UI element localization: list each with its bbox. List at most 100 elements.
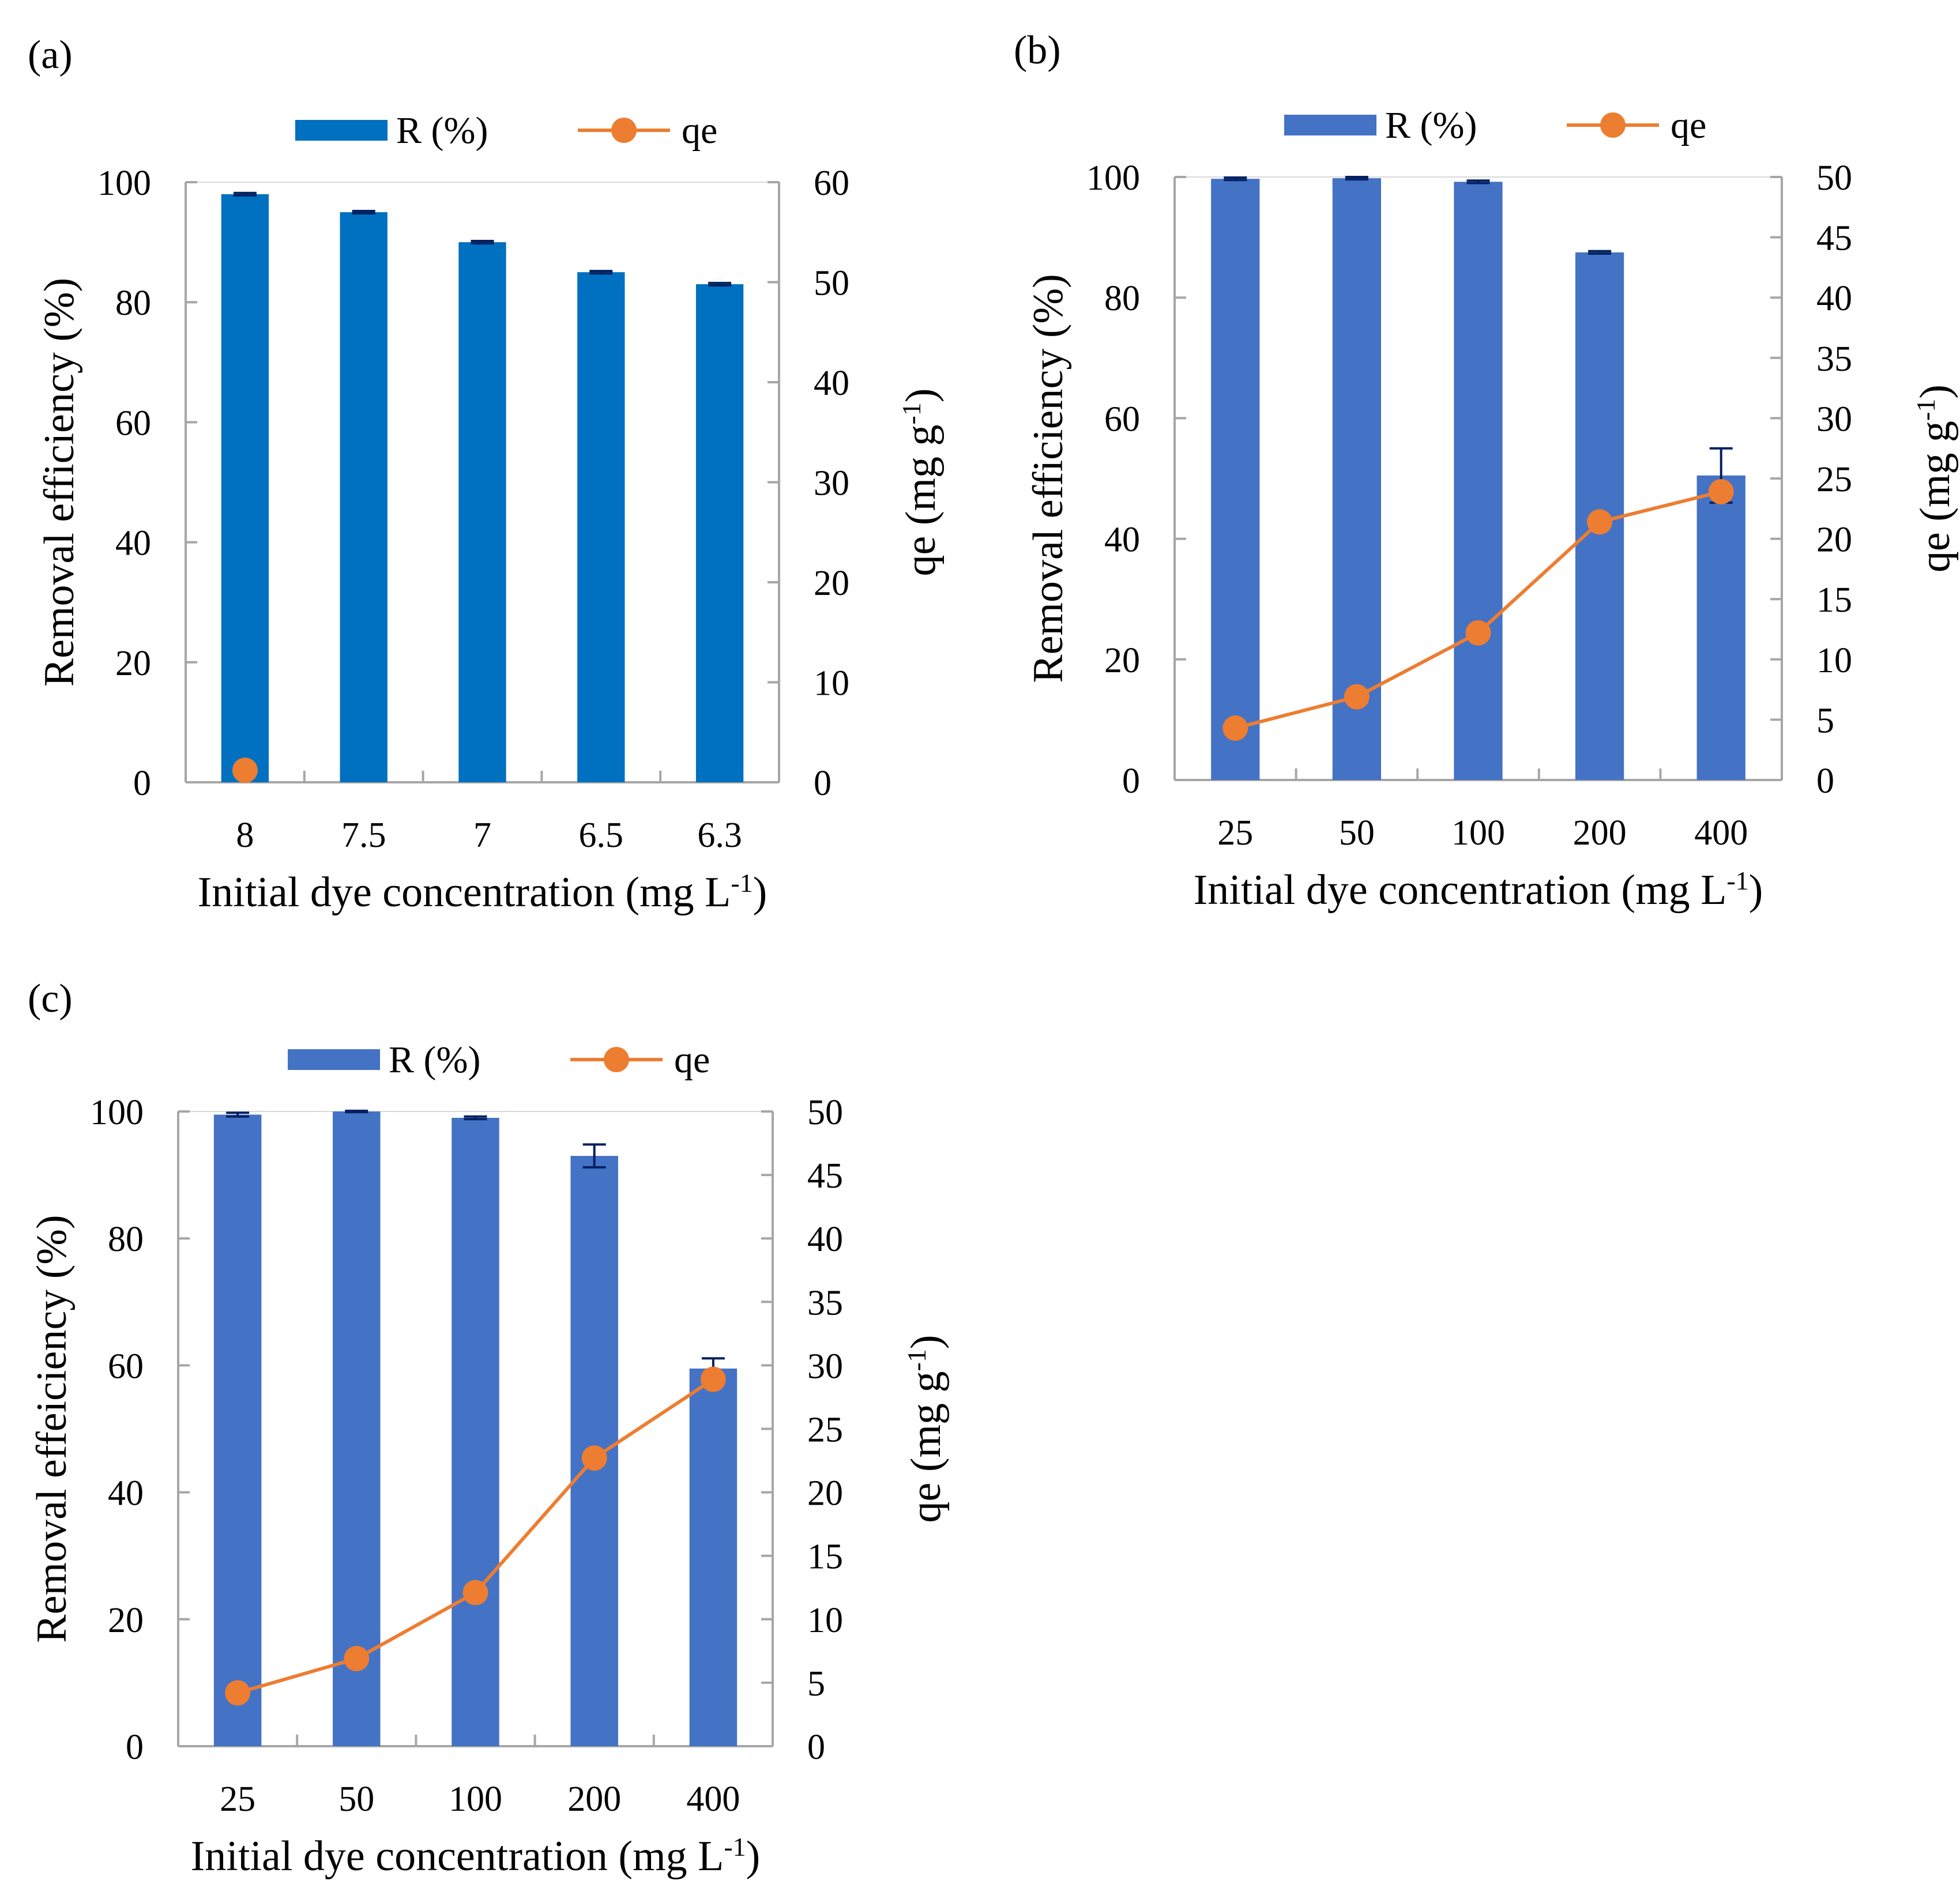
legend-bar-label: R (%) [396,110,488,152]
x-tick-label: 200 [567,1780,621,1819]
x-tick-label: 100 [1451,813,1505,853]
y2-tick-label: 50 [807,1093,843,1132]
bar [340,212,388,782]
y-tick-label: 60 [1104,400,1140,439]
x-axis-title: Initial dye concentration (mg L-1) [191,1832,761,1881]
y2-tick-label: 25 [807,1411,843,1450]
qe-point [232,758,258,783]
y-tick-label: 100 [90,1093,144,1132]
qe-point [1344,684,1370,710]
x-tick-label: 7 [473,816,491,855]
x-tick-label: 50 [1339,813,1375,853]
x-tick-label: 6.5 [579,816,624,855]
y2-tick-label: 10 [807,1601,843,1640]
legend-bar-label: R (%) [389,1039,480,1081]
y2-axis-title: qe (mg g-1) [1911,385,1959,572]
x-axis-title: Initial dye concentration (mg L-1) [1194,866,1763,914]
y-tick-label: 80 [1104,279,1140,318]
legend-line-label: qe [1671,104,1706,146]
y2-tick-label: 20 [1816,521,1852,560]
x-tick-label: 50 [338,1780,374,1819]
panel-label: (c) [28,977,73,1021]
y2-tick-label: 50 [814,264,849,303]
y-tick-label: 40 [115,524,151,563]
y-tick-label: 100 [97,164,151,203]
y2-axis-title: qe (mg g-1) [897,388,945,576]
y2-axis-title: qe (mg g-1) [902,1335,950,1523]
y-tick-label: 40 [108,1474,144,1513]
y2-tick-label: 20 [807,1474,843,1513]
y2-tick-label: 5 [1816,701,1834,740]
legend-line-label: qe [682,110,717,152]
y-tick-label: 60 [115,404,151,443]
y-tick-label: 20 [115,644,151,683]
y-tick-label: 0 [133,764,151,803]
qe-point [1222,715,1248,741]
y2-tick-label: 30 [807,1347,843,1386]
bar [458,242,506,783]
x-tick-label: 6.3 [697,816,742,855]
y2-tick-label: 30 [1816,400,1852,439]
x-tick-label: 7.5 [341,816,386,855]
qe-point [1587,509,1613,535]
y-axis-title: Removal efficiency (%) [1025,274,1072,683]
qe-point [700,1366,726,1392]
chart-panel-2: (c) 0 20 40 60 80 100 0 5 10 15 20 25 30 35 40 45 50 25 50 1… [28,977,950,1880]
bar [689,1368,738,1746]
y-tick-label: 20 [108,1601,144,1640]
y-tick-label: 80 [115,284,151,323]
x-tick-label: 200 [1573,813,1627,853]
legend-line-marker [611,118,637,143]
qe-point [1708,479,1734,505]
bar [221,194,269,782]
y-tick-label: 100 [1086,159,1140,198]
bar [1332,178,1382,780]
y2-tick-label: 35 [807,1283,843,1322]
y2-tick-label: 10 [814,664,849,703]
chart-panel-1: (b) 0 20 40 60 80 100 0 5 10 15 20 25 30 35 40 45 50 25 50 1… [1014,28,1959,914]
legend-bar-swatch [288,1049,380,1070]
y2-tick-label: 25 [1816,460,1852,499]
x-tick-label: 8 [236,816,254,855]
y2-tick-label: 45 [807,1156,843,1196]
y-axis-title: Removal efficiency (%) [36,278,83,687]
y2-tick-label: 0 [807,1728,825,1767]
y2-tick-label: 0 [814,764,832,803]
x-tick-label: 400 [1694,813,1748,853]
y2-tick-label: 45 [1816,219,1852,258]
x-tick-label: 25 [1217,813,1253,853]
y2-tick-label: 40 [807,1220,843,1259]
bar [213,1114,262,1746]
y2-tick-label: 5 [807,1664,825,1704]
bar [577,272,625,782]
bar [333,1111,381,1746]
x-tick-label: 25 [220,1780,255,1819]
y2-tick-label: 15 [807,1538,843,1577]
qe-point [581,1445,607,1471]
y2-tick-label: 40 [1816,279,1852,318]
legend-bar-label: R (%) [1385,104,1477,146]
panel-label: (b) [1014,28,1061,73]
y-tick-label: 60 [108,1347,144,1386]
qe-point [225,1680,251,1706]
chart-panel-0: (a) 0 20 40 60 80 100 0 10 20 30 40 50 60 8 7.5 7 6.5 6.3 R… [28,33,945,916]
legend-line-marker [1600,112,1626,138]
x-axis-title: Initial dye concentration (mg L-1) [198,868,768,917]
bar [1211,179,1260,781]
bar [452,1118,499,1746]
bar [1454,182,1503,780]
bar [695,284,744,783]
legend-bar-swatch [1284,115,1376,135]
y-axis-title: Removal effeiciency (%) [28,1215,76,1642]
qe-point [1465,620,1491,646]
y-tick-label: 0 [126,1728,144,1767]
x-tick-label: 100 [449,1780,502,1819]
y2-tick-label: 50 [1816,159,1852,198]
legend-line-marker [604,1047,629,1072]
y2-tick-label: 35 [1816,340,1852,379]
y-tick-label: 20 [1104,641,1140,680]
qe-point [344,1646,370,1672]
bar [1696,475,1745,780]
y2-tick-label: 15 [1816,581,1852,620]
